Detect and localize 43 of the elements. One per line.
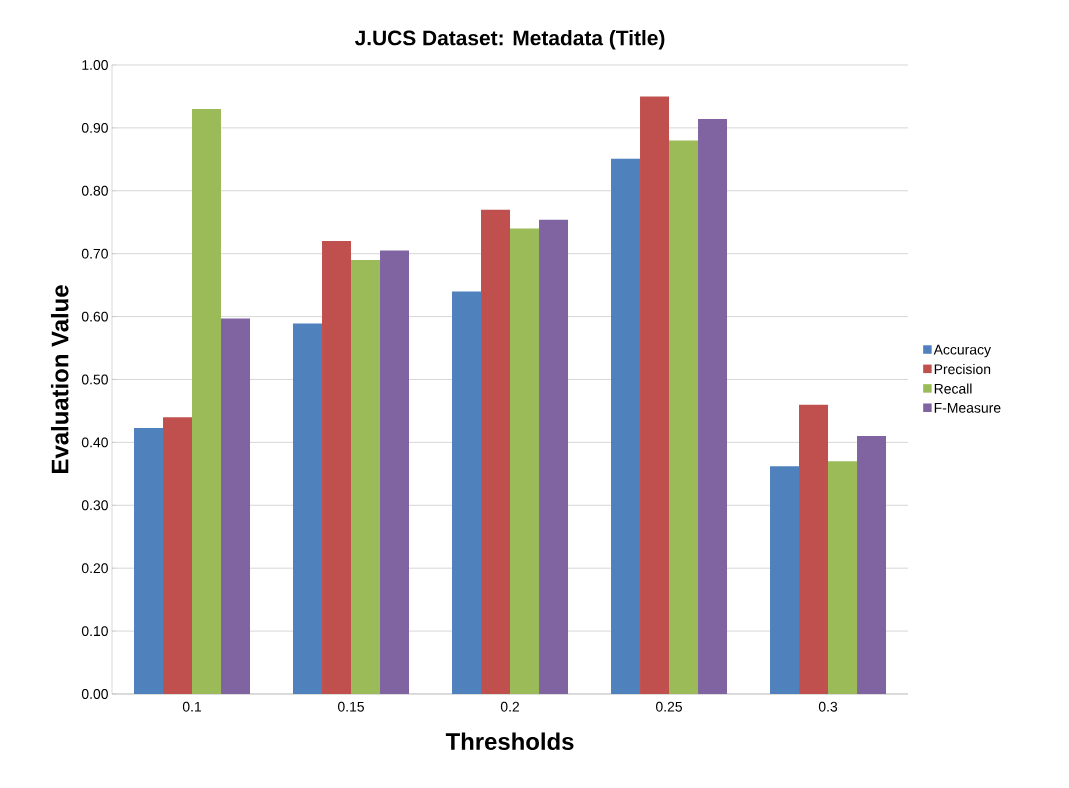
bar <box>221 318 251 694</box>
bar <box>134 427 164 694</box>
bar <box>293 323 323 694</box>
y-tick-label: 0.10 <box>81 626 108 637</box>
bar <box>799 404 829 694</box>
legend-label: F-Measure <box>934 403 1001 413</box>
bar <box>163 417 193 694</box>
y-axis-title: Evaluation Value <box>50 285 69 473</box>
y-tick-label: 0.20 <box>81 563 108 574</box>
y-tick-label: 0.60 <box>81 311 108 322</box>
y-tick-label: 0.50 <box>81 374 108 385</box>
y-tick-label: 0.30 <box>81 500 108 511</box>
y-tick-label: 0.00 <box>81 689 108 699</box>
legend-label: Accuracy <box>933 344 991 358</box>
bar <box>380 250 410 694</box>
bar <box>452 291 482 694</box>
bar <box>828 461 858 694</box>
bar <box>669 140 699 694</box>
y-tick-label: 1.00 <box>82 60 108 70</box>
x-tick-label: 0.1 <box>182 701 202 712</box>
x-tick-label: 0.25 <box>655 701 683 712</box>
bar <box>640 96 670 694</box>
x-tick-label: 0.15 <box>337 701 364 712</box>
bar <box>611 158 641 694</box>
legend-label: Precision <box>934 363 991 375</box>
bar <box>770 466 800 694</box>
bar <box>510 228 540 694</box>
legend-label: Recall <box>934 383 972 394</box>
x-axis-title: Thresholds <box>445 732 574 751</box>
y-tick-label: 0.70 <box>81 248 108 259</box>
bar <box>698 119 728 694</box>
y-tick-label: 0.90 <box>81 122 108 133</box>
y-tick-label: 0.80 <box>81 185 108 196</box>
chart-title: J.UCS Dataset: Metadata (Title) <box>354 29 665 50</box>
bar <box>857 436 887 694</box>
x-tick-label: 0.2 <box>500 701 520 712</box>
bar <box>539 219 569 694</box>
bar <box>322 241 352 694</box>
bar <box>481 209 511 694</box>
bar <box>351 259 381 694</box>
y-tick-label: 0.40 <box>81 437 108 448</box>
bar <box>192 109 222 694</box>
x-tick-label: 0.3 <box>818 701 838 712</box>
